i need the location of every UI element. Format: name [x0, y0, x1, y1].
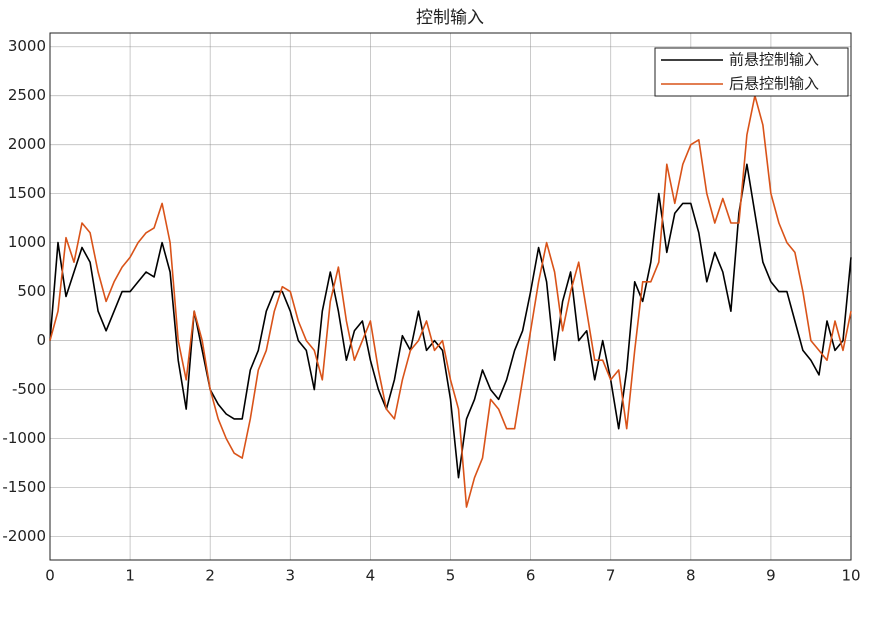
- x-tick-label: 0: [45, 567, 55, 585]
- y-tick-label: 3000: [8, 37, 46, 55]
- plot-frame: [49, 32, 852, 561]
- y-tick-label: 1000: [8, 233, 46, 251]
- y-tick-label: -1500: [2, 478, 46, 496]
- data-line: [49, 163, 852, 479]
- x-tick-label: 2: [205, 567, 215, 585]
- x-tick-label: 3: [286, 567, 296, 585]
- y-tick-label: 500: [17, 282, 46, 300]
- chart-title: 控制输入: [416, 8, 484, 28]
- y-tick-label: 2500: [8, 86, 46, 104]
- y-tick-label: 1500: [8, 184, 46, 202]
- y-tick-label: 2000: [8, 135, 46, 153]
- x-tick-label: 9: [766, 567, 776, 585]
- y-tick-label: -1000: [2, 429, 46, 447]
- legend-label: 后悬控制输入: [729, 75, 819, 93]
- x-tick-label: 7: [606, 567, 616, 585]
- x-tick-label: 5: [446, 567, 456, 585]
- x-tick-label: 1: [125, 567, 135, 585]
- x-tick-label: 10: [841, 567, 860, 585]
- x-tick-label: 4: [366, 567, 376, 585]
- legend-box: [654, 47, 849, 97]
- legend-label: 前悬控制输入: [729, 51, 819, 69]
- x-tick-label: 8: [686, 567, 696, 585]
- y-tick-label: 0: [36, 331, 46, 349]
- y-tick-label: -2000: [2, 527, 46, 545]
- x-tick-label: 6: [526, 567, 536, 585]
- y-tick-label: -500: [12, 380, 46, 398]
- data-line: [49, 94, 852, 508]
